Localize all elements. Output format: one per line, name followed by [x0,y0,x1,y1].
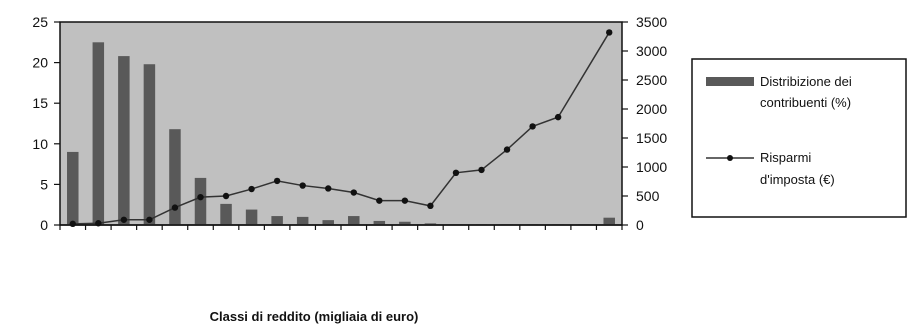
legend-bar-label-line1: Distribizione dei [760,74,852,89]
y-right-tick-label: 1500 [636,130,667,146]
y-left-tick-label: 25 [32,14,48,30]
bar-5 [169,129,181,225]
y-right-tick-label: 0 [636,217,644,233]
line-point-5 [171,204,179,211]
line-point-4 [146,216,153,223]
line-point-11 [325,185,332,192]
bar-14 [399,221,411,225]
bar-3 [118,56,130,225]
y-right-tick-label: 3500 [636,14,667,30]
y-right-tick-label: 3000 [636,43,667,59]
bar-10 [296,216,309,225]
line-point-12 [350,189,357,196]
y-left-tick-label: 0 [40,217,48,233]
line-point-6 [197,193,204,201]
line-point-1 [69,220,76,228]
bar-12 [348,216,360,225]
y-right-tick-label: 2500 [636,72,667,88]
bar-2 [92,42,105,225]
bar-11 [322,220,334,225]
line-point-8 [248,185,255,193]
legend-line-label-line1: Risparmi [760,150,811,165]
bar-7 [220,203,232,225]
bar-1 [67,151,79,225]
y-right-tick-label: 2000 [636,101,667,117]
line-point-18 [503,146,511,153]
x-axis-title: Classi di reddito (migliaia di euro) [210,309,419,324]
legend-bar-swatch [706,77,754,86]
bar-8 [245,209,258,225]
line-point-20 [554,113,562,121]
line-point-17 [478,166,485,174]
legend-bar-label-line2: contribuenti (%) [760,95,851,110]
line-point-7 [222,192,230,200]
axes: 0 5 10 15 20 25 0 500 1000 1500 2000 2500 3000 3500 [32,14,667,233]
y-left-tick-label: 5 [40,176,48,192]
line-point-16 [452,169,460,176]
line-point-13 [376,197,383,204]
y-right-tick-label: 500 [636,188,660,204]
legend: Distribizione dei contribuenti (%) Rispa… [691,58,907,218]
bar-22 [603,217,615,225]
y-left-tick-label: 10 [32,136,48,152]
line-point-15 [427,202,434,210]
legend-line-label-line2: d'imposta (€) [760,172,835,187]
bar-9 [271,216,283,225]
y-left-tick-label: 15 [32,95,48,111]
line-point-10 [299,182,306,189]
bar-6 [194,177,207,225]
bar-13 [373,220,386,225]
line-point-9 [273,177,281,185]
line-point-3 [120,216,128,223]
y-left-tick-label: 20 [32,55,48,71]
line-point-19 [529,123,536,130]
line-point-22 [606,29,613,36]
bar-4 [143,64,156,225]
legend-line-marker [727,155,733,161]
bar-15 [424,223,437,225]
y-right-tick-label: 1000 [636,159,667,175]
line-point-14 [401,197,409,204]
